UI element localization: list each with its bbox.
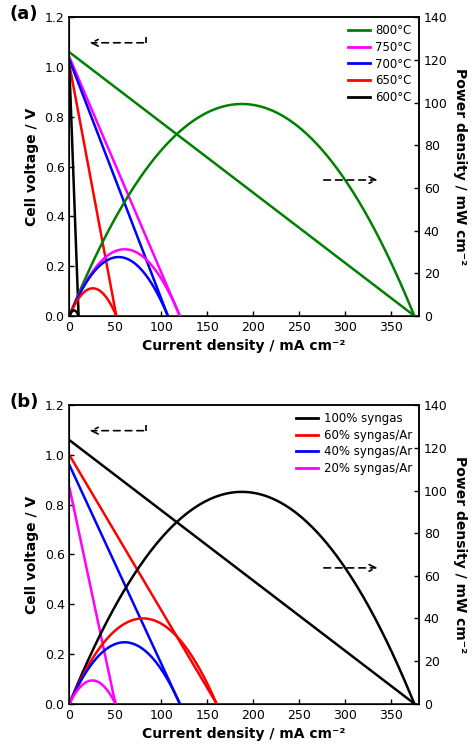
Y-axis label: Cell voltage / V: Cell voltage / V — [25, 108, 39, 226]
X-axis label: Current density / mA cm⁻²: Current density / mA cm⁻² — [143, 339, 346, 353]
Legend: 800°C, 750°C, 700°C, 650°C, 600°C: 800°C, 750°C, 700°C, 650°C, 600°C — [344, 19, 417, 108]
Y-axis label: Power density / mW cm⁻²: Power density / mW cm⁻² — [453, 456, 467, 653]
Legend: 100% syngas, 60% syngas/Ar, 40% syngas/Ar, 20% syngas/Ar: 100% syngas, 60% syngas/Ar, 40% syngas/A… — [292, 408, 417, 479]
Y-axis label: Power density / mW cm⁻²: Power density / mW cm⁻² — [453, 68, 467, 265]
Y-axis label: Cell voltage / V: Cell voltage / V — [25, 495, 39, 613]
Text: (a): (a) — [10, 5, 38, 23]
X-axis label: Current density / mA cm⁻²: Current density / mA cm⁻² — [143, 727, 346, 741]
Text: (b): (b) — [10, 393, 39, 411]
